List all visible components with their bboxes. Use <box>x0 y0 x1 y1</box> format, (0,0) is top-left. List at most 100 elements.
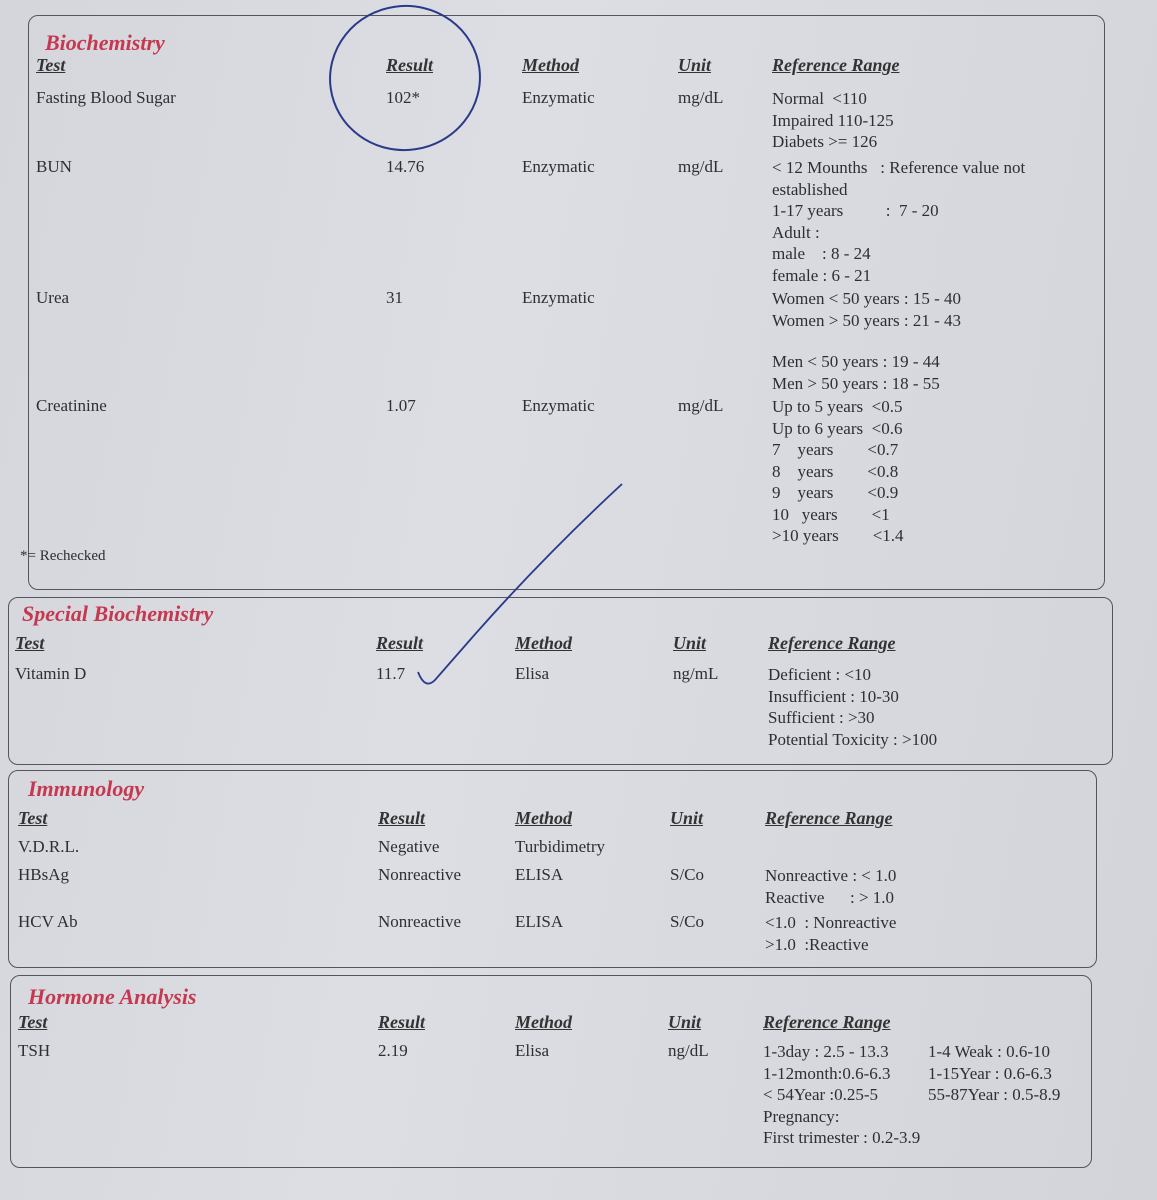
column-header-result: Result <box>378 808 426 828</box>
test-unit: ng/dL <box>668 1041 709 1060</box>
column-header-test: Test <box>36 55 66 75</box>
test-method: Turbidimetry <box>515 837 606 856</box>
reference-line: Women > 50 years : 21 - 43 <box>772 310 962 330</box>
reference-line: Reactive : > 1.0 <box>765 887 895 907</box>
test-unit: mg/dL <box>678 157 724 176</box>
column-header-result: Result <box>378 1012 426 1032</box>
column-header-test: Test <box>15 633 45 653</box>
column-header-unit: Unit <box>673 633 707 653</box>
test-name: V.D.R.L. <box>18 837 80 856</box>
reference-line: < 12 Mounths : Reference value not <box>772 158 1026 177</box>
reference-line: Men > 50 years : 18 - 55 <box>772 373 940 393</box>
footnote: *= Rechecked <box>20 548 106 564</box>
reference-line: 9 years <0.9 <box>772 483 899 502</box>
column-header-reference: Reference Range <box>772 55 900 75</box>
section-title: Immunology <box>28 776 145 801</box>
test-name: TSH <box>18 1041 51 1060</box>
test-name: HCV Ab <box>18 912 78 931</box>
reference-text: 1-12month:0.6-6.3 <box>763 1063 891 1083</box>
reference-line: Adult : <box>772 222 820 242</box>
column-header-reference: Reference Range <box>768 633 896 653</box>
column-header-method: Method <box>515 633 573 653</box>
test-result: 102* <box>386 88 420 107</box>
reference-text: 55-87Year : 0.5-8.9 <box>928 1085 1061 1104</box>
test-unit: mg/dL <box>678 396 724 415</box>
reference-line: 1-12month:0.6-6.3 1-15Year : 0.6-6.3 <box>763 1063 1052 1085</box>
test-result: 1.07 <box>386 396 416 415</box>
column-header-unit: Unit <box>670 808 704 828</box>
reference-line: established <box>772 179 848 199</box>
section-immunology <box>8 770 1097 968</box>
reference-line: 1-3day : 2.5 - 13.3 1-4 Weak : 0.6-10 <box>763 1041 1050 1063</box>
test-method: Elisa <box>515 1041 549 1060</box>
reference-line: 7 years <0.7 <box>772 440 899 459</box>
test-name: Vitamin D <box>15 664 87 683</box>
reference-range: Deficient : <10 Insufficient : 10-30 Suffi… <box>768 664 937 750</box>
test-result: 14.76 <box>386 157 425 176</box>
reference-line: Impaired 110-125 <box>772 110 894 130</box>
column-header-method: Method <box>515 1012 573 1032</box>
reference-line: Sufficient : >30 <box>768 708 875 727</box>
test-result: Negative <box>378 837 440 856</box>
reference-line: Women < 50 years : 15 - 40 <box>772 289 962 308</box>
reference-text: 1-3day : 2.5 - 13.3 <box>763 1042 889 1061</box>
reference-line: >1.0 :Reactive <box>765 934 869 954</box>
reference-line: <1.0 : Nonreactive <box>765 913 897 932</box>
column-header-method: Method <box>515 808 573 828</box>
column-header-test: Test <box>18 1012 48 1032</box>
reference-line: Nonreactive : < 1.0 <box>765 866 897 885</box>
column-header-reference: Reference Range <box>763 1012 891 1032</box>
test-name: Urea <box>36 288 70 307</box>
reference-line: First trimester : 0.2-3.9 <box>763 1128 921 1147</box>
column-header-test: Test <box>18 808 48 828</box>
test-unit: ng/mL <box>673 664 719 683</box>
reference-range: Normal <110 Impaired 110-125 Diabets >= 12… <box>772 88 894 153</box>
reference-line: female : 6 - 21 <box>772 265 872 285</box>
reference-line: 10 years <1 <box>772 504 890 524</box>
column-header-result: Result <box>386 55 434 75</box>
reference-line <box>772 331 961 351</box>
test-result: 2.19 <box>378 1041 408 1060</box>
reference-range: Up to 5 years <0.5 Up to 6 years <0.6 7 ye… <box>772 396 904 547</box>
reference-line: Up to 6 years <0.6 <box>772 418 903 438</box>
column-header-unit: Unit <box>668 1012 702 1032</box>
reference-line: Pregnancy: <box>763 1106 840 1126</box>
column-header-unit: Unit <box>678 55 712 75</box>
test-method: Elisa <box>515 664 549 683</box>
test-result: 31 <box>386 288 403 307</box>
reference-range: <1.0 : Nonreactive >1.0 :Reactive <box>765 912 896 955</box>
column-header-reference: Reference Range <box>765 808 893 828</box>
test-method: Enzymatic <box>522 88 595 107</box>
test-name: HBsAg <box>18 865 70 884</box>
section-title: Hormone Analysis <box>28 984 197 1009</box>
reference-line: Potential Toxicity : >100 <box>768 729 938 749</box>
reference-line: Diabets >= 126 <box>772 132 878 151</box>
reference-line: Men < 50 years : 19 - 44 <box>772 352 940 371</box>
reference-text: < 54Year :0.25-5 <box>763 1085 879 1104</box>
test-method: ELISA <box>515 912 564 931</box>
reference-line: Deficient : <10 <box>768 665 872 684</box>
test-name: Fasting Blood Sugar <box>36 88 176 107</box>
test-result: Nonreactive <box>378 865 462 884</box>
test-method: Enzymatic <box>522 157 595 176</box>
reference-line: 8 years <0.8 <box>772 461 899 481</box>
test-method: ELISA <box>515 865 564 884</box>
reference-text: 1-15Year : 0.6-6.3 <box>928 1063 1052 1083</box>
test-method: Enzymatic <box>522 396 595 415</box>
test-name: BUN <box>36 157 72 176</box>
reference-line: Up to 5 years <0.5 <box>772 397 903 416</box>
test-name: Creatinine <box>36 396 107 415</box>
reference-range: Women < 50 years : 15 - 40 Women > 50 yea… <box>772 288 961 394</box>
reference-line: Normal <110 <box>772 89 867 108</box>
test-unit: mg/dL <box>678 88 724 107</box>
column-header-method: Method <box>522 55 580 75</box>
section-title: Biochemistry <box>45 30 165 55</box>
test-result: 11.7 <box>376 664 406 683</box>
reference-range: 1-3day : 2.5 - 13.3 1-4 Weak : 0.6-10 1-12… <box>763 1041 1060 1149</box>
test-unit: S/Co <box>670 912 705 931</box>
column-header-result: Result <box>376 633 424 653</box>
test-method: Enzymatic <box>522 288 595 307</box>
section-title: Special Biochemistry <box>22 601 214 626</box>
test-unit: S/Co <box>670 865 705 884</box>
reference-range: Nonreactive : < 1.0 Reactive : > 1.0 <box>765 865 896 908</box>
